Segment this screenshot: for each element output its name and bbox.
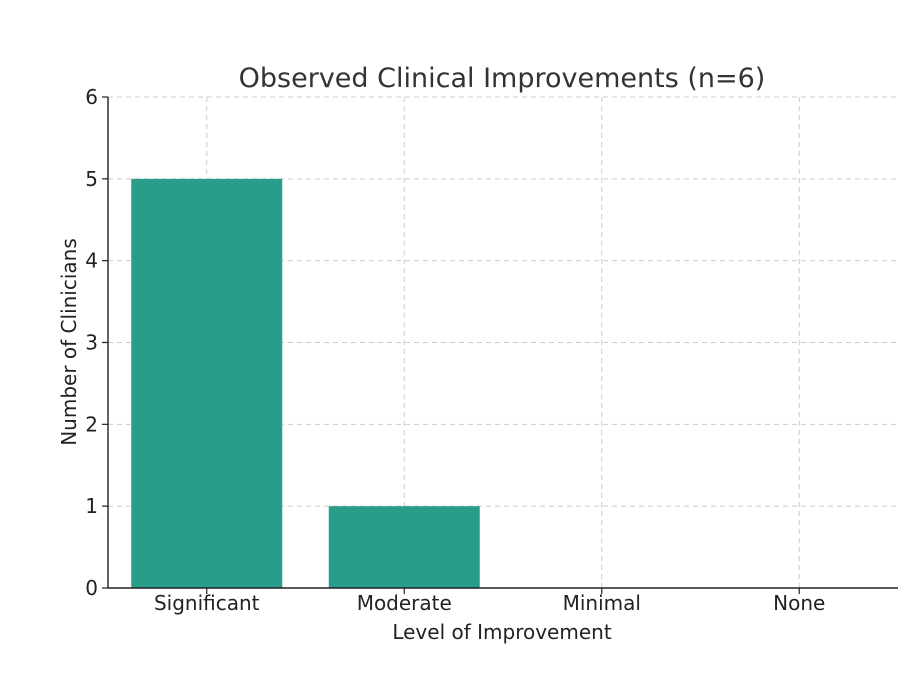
x-tick-label-moderate: Moderate [357,591,452,615]
y-tick-label: 6 [85,85,98,109]
y-tick-label: 2 [85,412,98,436]
x-tick-label-none: None [773,591,825,615]
y-tick-label: 3 [85,331,98,355]
y-tick-label: 5 [85,167,98,191]
y-tick-label: 1 [85,494,98,518]
y-tick-label: 4 [85,249,98,273]
x-ticks: Significant Moderate Minimal None [154,588,825,615]
y-axis-label: Number of Clinicians [57,238,81,446]
y-tick-label: 0 [85,576,98,600]
bar-significant [131,178,283,589]
bars [131,178,480,589]
x-tick-label-minimal: Minimal [563,591,641,615]
x-axis-label: Level of Improvement [392,620,611,644]
y-ticks: 0 1 2 3 4 5 6 [85,85,108,600]
chart-title: Observed Clinical Improvements (n=6) [239,63,766,94]
x-tick-label-significant: Significant [154,591,260,615]
bar-moderate [328,506,480,588]
